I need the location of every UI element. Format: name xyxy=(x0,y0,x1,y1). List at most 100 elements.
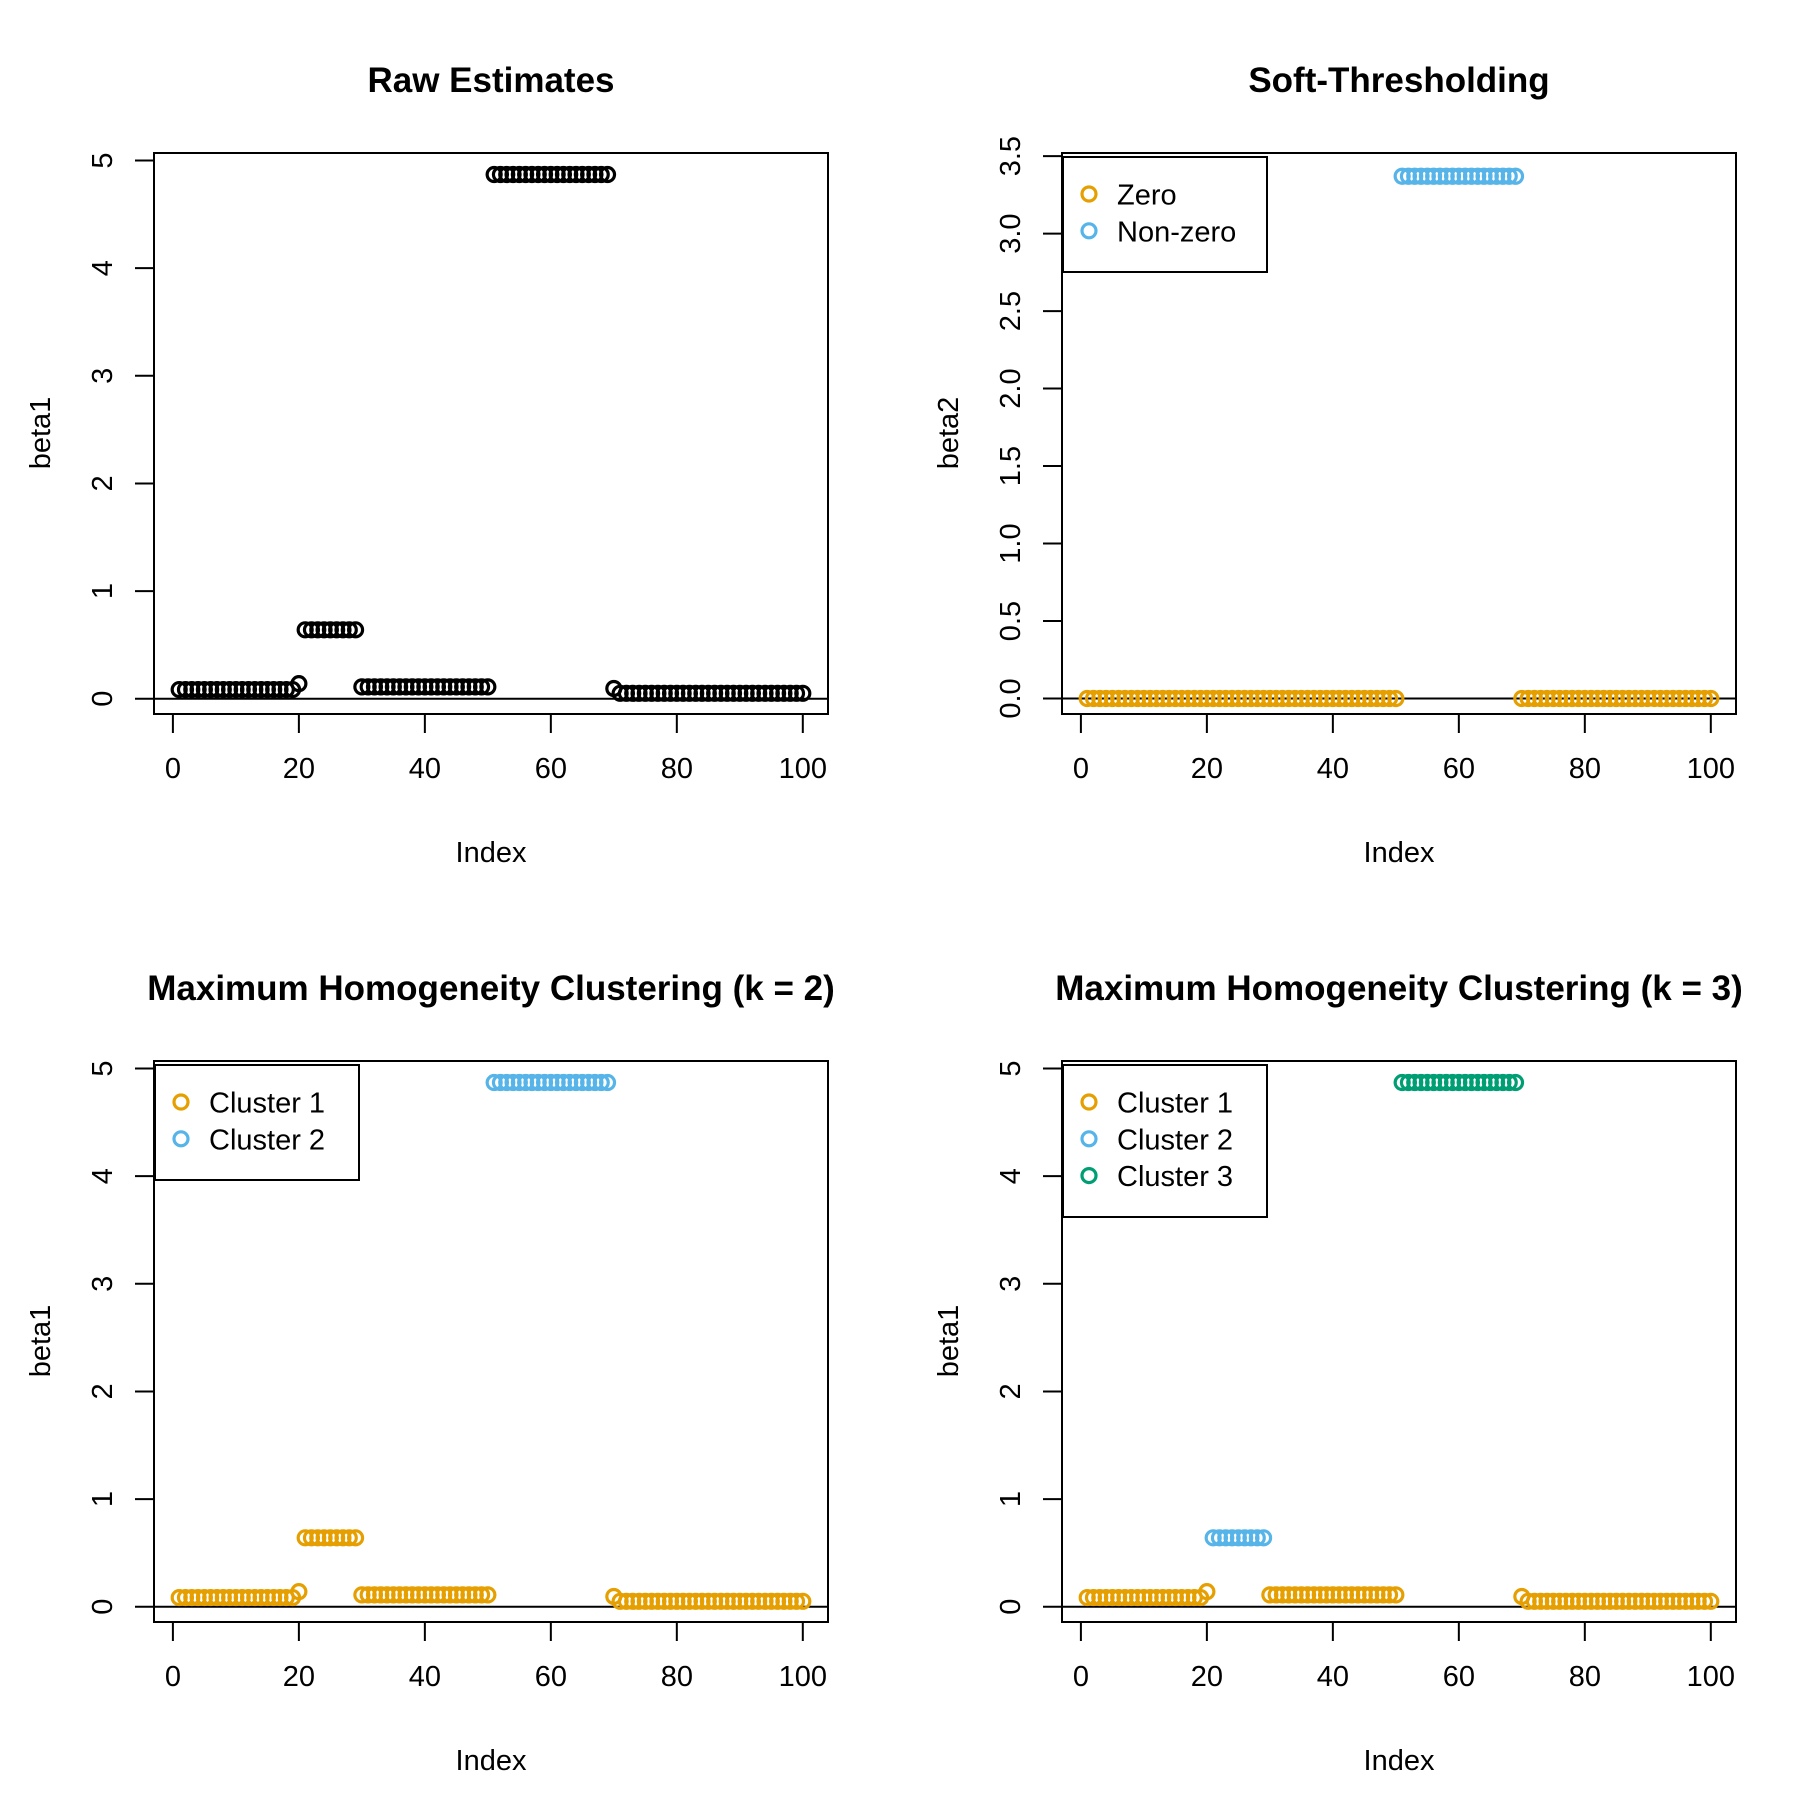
data-point xyxy=(592,1073,610,1092)
data-point xyxy=(1702,689,1720,708)
x-tick-label: 20 xyxy=(1191,1661,1223,1693)
data-point xyxy=(290,1583,308,1601)
legend-box xyxy=(1062,156,1268,273)
y-tick-label: 2.0 xyxy=(995,368,1027,408)
data-point xyxy=(1695,1592,1714,1610)
panel-title: Raw Estimates xyxy=(367,61,614,100)
series-cluster-2 xyxy=(1204,1529,1273,1547)
data-point xyxy=(1387,1586,1405,1604)
y-axis: 0 1 2 3 4 5 xyxy=(87,152,154,707)
data-point xyxy=(794,684,812,702)
data-point xyxy=(340,621,358,639)
y-tick-label: 1 xyxy=(87,583,119,599)
data-point xyxy=(787,684,806,702)
x-axis: 0 20 40 60 80 100 xyxy=(165,714,827,785)
data-point xyxy=(479,1586,497,1604)
legend-marker-icon xyxy=(1080,222,1098,240)
y-tick-label: 3 xyxy=(87,368,119,384)
plot-box xyxy=(153,152,829,715)
data-point xyxy=(794,1592,812,1610)
data-point xyxy=(1254,1529,1273,1547)
y-tick-label: 0.5 xyxy=(995,601,1027,641)
x-axis: 0 20 40 60 80 100 xyxy=(165,1622,827,1693)
x-tick-label: 40 xyxy=(409,1661,441,1693)
plot-area: 0 20 40 60 80 100 0.0 0.5 1.0 1.5 2.0 2.5 3.0 3.5 Zero… xyxy=(995,136,1737,785)
series-cluster-3 xyxy=(1393,1073,1525,1092)
legend-label: Cluster 1 xyxy=(209,1088,325,1120)
y-axis-title: beta2 xyxy=(933,397,965,470)
y-tick-label: 2 xyxy=(87,1383,119,1399)
y-tick-label: 3 xyxy=(87,1276,119,1292)
legend-box xyxy=(154,1064,360,1181)
panel-clustering-k3: Maximum Homogeneity Clustering (k = 3) I… xyxy=(908,908,1816,1816)
data-point xyxy=(472,1586,491,1604)
legend-marker-icon xyxy=(172,1130,190,1148)
legend-label: Cluster 1 xyxy=(1117,1088,1233,1120)
y-tick-label: 0 xyxy=(87,691,119,707)
x-tick-label: 40 xyxy=(409,753,441,785)
y-tick-label: 5 xyxy=(87,1060,119,1076)
y-tick-label: 1.0 xyxy=(995,523,1027,563)
legend-label: Cluster 2 xyxy=(1117,1124,1233,1156)
y-tick-label: 2 xyxy=(87,475,119,491)
series-non-zero xyxy=(1393,167,1525,185)
data-point xyxy=(1506,1073,1525,1092)
x-tick-label: 80 xyxy=(661,1661,693,1693)
panel-soft-thresholding: Soft-Thresholding Index beta2 0 20 40 60 80 1… xyxy=(908,0,1816,908)
plot-area: 0 20 40 60 80 100 0 1 2 3 4 5 xyxy=(87,152,829,785)
legend-marker-icon xyxy=(1080,1167,1098,1185)
x-axis: 0 20 40 60 80 100 xyxy=(1073,1622,1735,1693)
y-tick-label: 2.5 xyxy=(995,291,1027,331)
series-zero xyxy=(1078,689,1720,708)
y-axis-title: beta1 xyxy=(25,1305,57,1378)
legend: Cluster 1 Cluster 2 Cluster 3 xyxy=(1062,1064,1268,1218)
data-point xyxy=(472,678,491,696)
panel-clustering-k2: Maximum Homogeneity Clustering (k = 2) I… xyxy=(0,908,908,1816)
plot-box xyxy=(153,1060,829,1623)
x-axis-title: Index xyxy=(456,837,527,869)
y-tick-label: 3 xyxy=(995,1276,1027,1292)
x-tick-label: 100 xyxy=(1687,753,1735,785)
series-cluster-1 xyxy=(170,1529,812,1610)
data-point xyxy=(1380,1586,1399,1604)
y-tick-label: 1.5 xyxy=(995,446,1027,486)
y-tick-label: 0 xyxy=(995,1599,1027,1615)
y-tick-label: 4 xyxy=(87,1168,119,1184)
x-tick-label: 0 xyxy=(1073,753,1089,785)
y-axis: 0.0 0.5 1.0 1.5 2.0 2.5 3.0 3.5 xyxy=(995,136,1062,719)
data-point xyxy=(1695,689,1714,708)
y-tick-label: 3.0 xyxy=(995,213,1027,253)
data-point xyxy=(1387,689,1405,708)
data-point xyxy=(346,1529,365,1547)
y-axis-title: beta1 xyxy=(25,397,57,470)
x-tick-label: 100 xyxy=(779,1661,827,1693)
y-axis-title: beta1 xyxy=(933,1305,965,1378)
panel-title: Soft-Thresholding xyxy=(1248,61,1549,100)
data-point xyxy=(1702,1592,1720,1610)
x-tick-label: 80 xyxy=(661,753,693,785)
plot-box xyxy=(1061,152,1737,715)
x-tick-label: 40 xyxy=(1317,1661,1349,1693)
data-point xyxy=(598,1073,617,1092)
x-tick-label: 0 xyxy=(1073,1661,1089,1693)
legend-marker-icon xyxy=(1080,1093,1098,1111)
series-cluster-2 xyxy=(485,1073,617,1092)
x-axis: 0 20 40 60 80 100 xyxy=(1073,714,1735,785)
legend-label: Zero xyxy=(1117,180,1177,212)
plot-area: 0 20 40 60 80 100 0 1 2 3 4 5 Cluster 1 Cluster 2 xyxy=(87,1060,829,1693)
data-point xyxy=(1380,689,1399,708)
data-point xyxy=(479,678,497,696)
y-tick-label: 0.0 xyxy=(995,678,1027,718)
x-tick-label: 60 xyxy=(535,753,567,785)
legend: Zero Non-zero xyxy=(1062,156,1268,273)
x-tick-label: 80 xyxy=(1569,1661,1601,1693)
series-raw-estimates xyxy=(170,165,812,702)
y-tick-label: 0 xyxy=(87,1599,119,1615)
x-tick-label: 60 xyxy=(535,1661,567,1693)
data-point xyxy=(592,165,610,184)
y-tick-label: 1 xyxy=(995,1491,1027,1507)
y-tick-label: 1 xyxy=(87,1491,119,1507)
x-axis-title: Index xyxy=(1364,1745,1435,1777)
x-tick-label: 0 xyxy=(165,753,181,785)
